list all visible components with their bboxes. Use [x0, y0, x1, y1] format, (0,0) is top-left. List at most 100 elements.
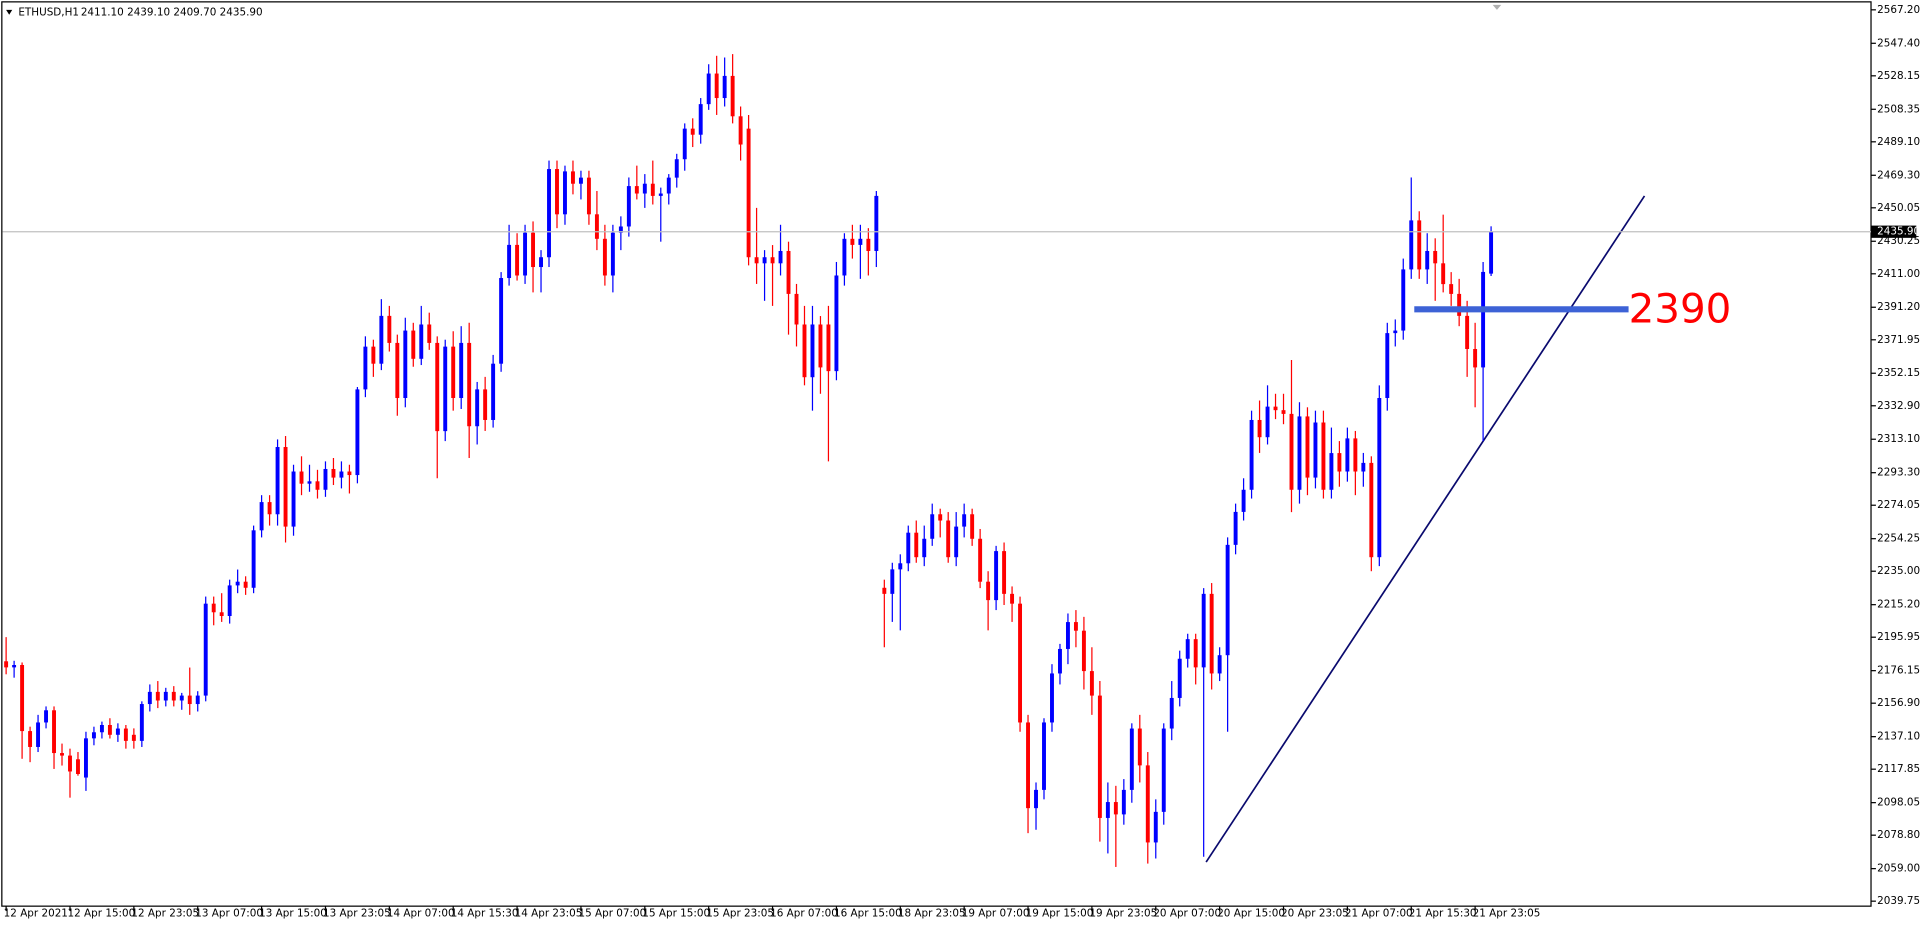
candle-body	[778, 250, 783, 264]
candle-body	[211, 603, 216, 613]
candle-body	[1473, 348, 1478, 368]
candle-body	[946, 520, 951, 558]
candle-body	[802, 324, 807, 378]
plot-frame	[1, 1, 1872, 907]
candle-body	[419, 324, 424, 359]
candle-body	[1050, 673, 1054, 723]
x-tick-label: 20 Apr 23:05	[1281, 908, 1349, 920]
candle-body	[1361, 462, 1366, 472]
candle-body	[858, 238, 863, 245]
x-tick-label: 13 Apr 15:00	[259, 908, 327, 920]
candle-body	[36, 722, 41, 747]
candle-body	[1153, 811, 1158, 843]
candle-body	[1113, 802, 1118, 815]
candle-body	[1345, 438, 1350, 472]
candle-body	[1313, 422, 1318, 478]
x-tick-label: 14 Apr 07:00	[387, 908, 455, 920]
y-tick-label: 2411.00	[1877, 268, 1920, 280]
candle-body	[618, 226, 623, 233]
candle-body	[1225, 544, 1230, 656]
candle-body	[107, 724, 112, 735]
candle-body	[1249, 419, 1254, 490]
candle-body	[1002, 551, 1007, 594]
y-tick-label: 2293.30	[1877, 467, 1920, 479]
shift-marker	[1492, 4, 1502, 10]
candle-body	[315, 481, 320, 490]
y-tick-label: 2508.35	[1877, 103, 1920, 115]
y-tick-label: 2039.75	[1877, 895, 1920, 907]
candle-body	[539, 257, 543, 268]
y-tick-label: 2430.25	[1877, 235, 1920, 247]
candle-body	[922, 538, 927, 558]
candle-body	[451, 346, 456, 399]
candle-body	[826, 324, 831, 372]
candle-body	[1034, 789, 1038, 809]
candle-body	[1281, 410, 1286, 414]
candle-body	[1401, 269, 1406, 331]
y-tick-label: 2469.30	[1877, 169, 1920, 181]
x-tick-label: 16 Apr 07:00	[770, 908, 838, 920]
candle-body	[594, 214, 599, 239]
candle-body	[84, 738, 88, 778]
candle-body	[1273, 406, 1278, 411]
candle-body	[738, 116, 743, 145]
candle-body	[770, 257, 775, 264]
candle-body	[874, 195, 879, 251]
y-tick-label: 2059.00	[1877, 863, 1920, 875]
menu-arrow	[6, 9, 13, 15]
x-tick-label: 21 Apr 07:00	[1345, 908, 1413, 920]
candle-body	[698, 104, 703, 135]
candle-body	[1321, 422, 1326, 490]
candle-body	[1018, 603, 1023, 723]
candle-body	[634, 186, 639, 194]
x-tick-label: 21 Apr 23:05	[1473, 908, 1541, 920]
candle-body	[139, 704, 144, 741]
y-tick-label: 2547.40	[1877, 37, 1920, 49]
candle-body	[842, 238, 847, 276]
candle-body	[52, 710, 56, 754]
candle-body	[1161, 728, 1166, 812]
candle-body	[722, 75, 727, 99]
candle-body	[1217, 655, 1222, 674]
candle-body	[60, 753, 64, 756]
candle-body	[499, 278, 504, 364]
candle-body	[28, 731, 33, 747]
y-tick-label: 2352.15	[1877, 367, 1920, 379]
last-price-label: 2435.90	[1877, 226, 1920, 238]
candle-body	[1481, 271, 1486, 368]
candle-body	[1137, 728, 1142, 766]
x-tick-label: 13 Apr 07:00	[195, 908, 263, 920]
candle-body	[1353, 438, 1358, 472]
candle-body	[91, 732, 96, 739]
candle-body	[1241, 489, 1246, 512]
candle-body	[666, 177, 671, 194]
candle-body	[243, 581, 248, 588]
candle-body	[467, 342, 472, 427]
candle-body	[690, 128, 695, 135]
candle-body	[714, 73, 719, 99]
candle-body	[355, 389, 360, 476]
candle-body	[163, 691, 168, 701]
candle-body	[147, 691, 152, 705]
candle-body	[275, 447, 280, 515]
y-tick-label: 2156.90	[1877, 697, 1920, 709]
candle-body	[706, 73, 711, 105]
candle-body	[1385, 333, 1390, 399]
x-tick-label: 19 Apr 07:00	[962, 908, 1030, 920]
candle-body	[371, 346, 376, 364]
candle-body	[978, 538, 983, 582]
candle-body	[395, 342, 400, 399]
candle-body	[68, 755, 72, 772]
candle-body	[1089, 671, 1094, 696]
x-tick-label: 15 Apr 23:05	[706, 908, 774, 920]
candle-body	[818, 324, 823, 368]
candle-body	[123, 728, 128, 741]
candle-body	[1265, 406, 1270, 438]
candle-body	[914, 532, 919, 558]
y-tick-label: 2371.95	[1877, 334, 1920, 346]
candle-body	[411, 330, 416, 359]
candle-body	[475, 389, 480, 427]
candle-body	[730, 75, 735, 117]
